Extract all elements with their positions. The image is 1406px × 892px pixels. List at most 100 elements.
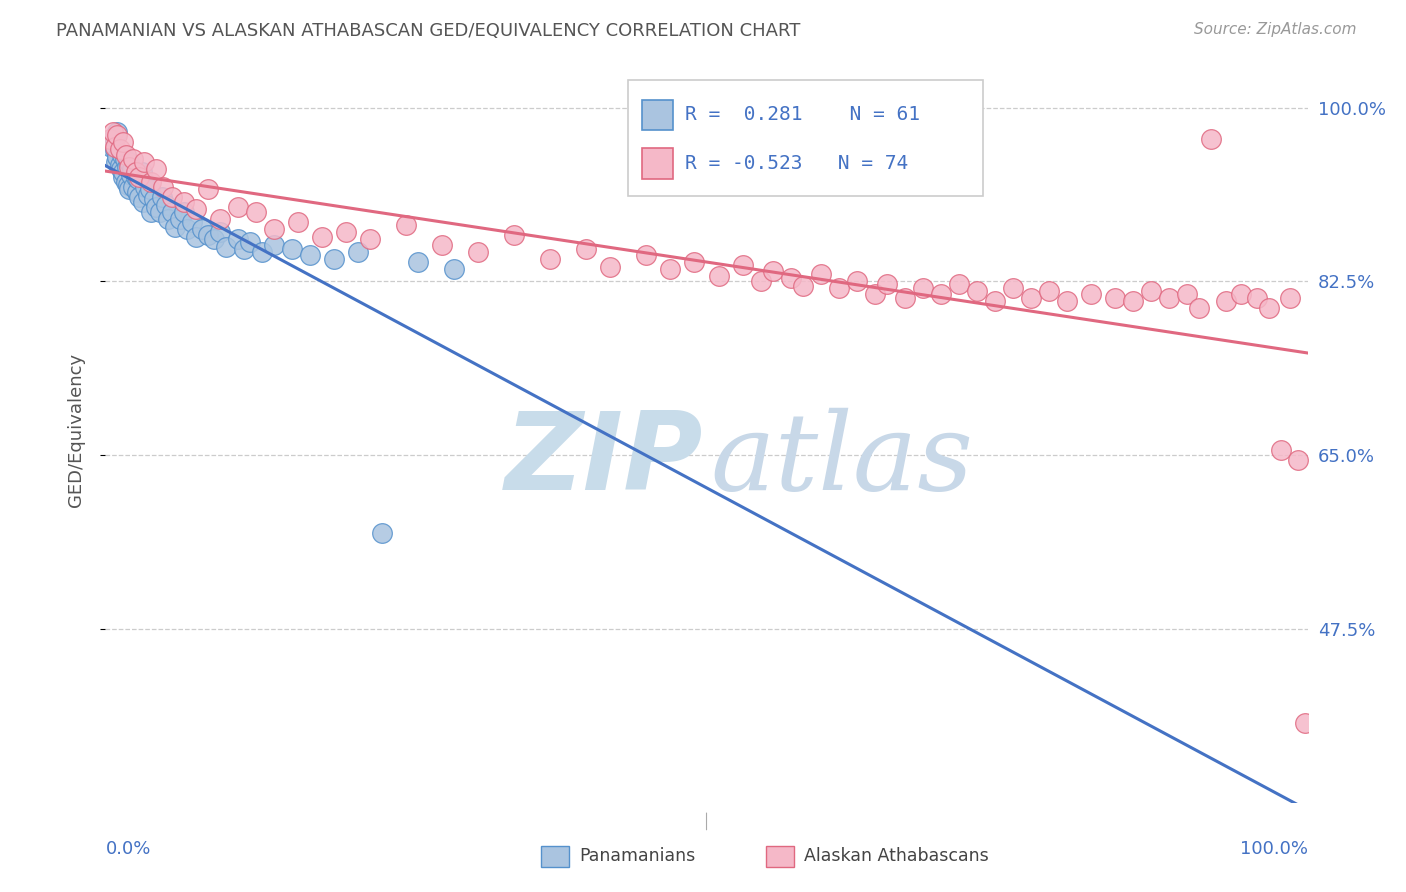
Point xyxy=(1188,301,1211,316)
Point xyxy=(731,258,754,272)
Point xyxy=(112,136,135,150)
Point xyxy=(226,232,249,246)
Point xyxy=(876,277,898,292)
Point xyxy=(1270,443,1292,458)
Point xyxy=(125,185,148,199)
Point xyxy=(281,242,304,256)
Point xyxy=(263,237,285,252)
Point xyxy=(122,180,145,194)
Point xyxy=(1080,287,1102,301)
Point xyxy=(984,294,1007,309)
Point xyxy=(1159,291,1181,305)
Point xyxy=(110,162,132,177)
Point xyxy=(863,287,886,301)
Point xyxy=(1246,291,1268,305)
Point xyxy=(112,170,135,185)
Point xyxy=(894,291,917,305)
Point xyxy=(467,244,489,259)
Point xyxy=(104,142,127,156)
Point xyxy=(120,168,142,182)
Point xyxy=(311,229,333,244)
Point xyxy=(406,254,429,268)
Point xyxy=(98,132,121,146)
Point xyxy=(779,271,801,285)
Point xyxy=(101,126,124,140)
Point xyxy=(115,175,138,189)
Point xyxy=(128,170,150,185)
Point xyxy=(335,225,357,239)
Point xyxy=(208,225,231,239)
Text: 0.0%: 0.0% xyxy=(105,840,150,858)
Point xyxy=(1294,716,1316,731)
Text: Source: ZipAtlas.com: Source: ZipAtlas.com xyxy=(1194,22,1357,37)
Point xyxy=(107,126,129,140)
Text: ZIP: ZIP xyxy=(505,407,703,513)
Point xyxy=(108,158,131,172)
Point xyxy=(749,275,772,289)
Point xyxy=(430,237,453,252)
Point xyxy=(575,242,598,256)
Point xyxy=(160,205,183,219)
Point xyxy=(173,194,195,209)
Point xyxy=(1215,294,1237,309)
Text: Panamanians: Panamanians xyxy=(579,847,696,865)
Point xyxy=(184,229,207,244)
Point xyxy=(155,198,177,212)
Point xyxy=(128,190,150,204)
Point xyxy=(395,218,418,232)
Point xyxy=(1201,132,1223,146)
Text: R = -0.523   N = 74: R = -0.523 N = 74 xyxy=(685,154,908,173)
Point xyxy=(232,242,254,256)
Point xyxy=(142,192,165,206)
Point xyxy=(659,261,682,276)
Point xyxy=(100,140,122,154)
Point xyxy=(127,172,149,186)
Point xyxy=(181,215,204,229)
Point xyxy=(1038,285,1060,299)
Point xyxy=(1278,291,1301,305)
Point xyxy=(112,165,135,179)
Point xyxy=(911,281,934,295)
Point xyxy=(1140,285,1163,299)
Point xyxy=(197,182,219,196)
Point xyxy=(148,205,170,219)
Point xyxy=(503,227,526,242)
Point xyxy=(118,155,141,169)
Point xyxy=(176,221,198,235)
Point xyxy=(1286,453,1309,467)
Point xyxy=(810,268,832,282)
Point xyxy=(150,190,173,204)
Point xyxy=(160,190,183,204)
Point xyxy=(145,162,167,177)
Point xyxy=(1175,287,1198,301)
Point xyxy=(118,160,141,174)
Point xyxy=(111,148,134,162)
Point xyxy=(538,252,561,266)
Point xyxy=(173,205,195,219)
Point xyxy=(1122,294,1144,309)
Text: PANAMANIAN VS ALASKAN ATHABASCAN GED/EQUIVALENCY CORRELATION CHART: PANAMANIAN VS ALASKAN ATHABASCAN GED/EQU… xyxy=(56,22,800,40)
Point xyxy=(152,180,174,194)
Point xyxy=(202,232,225,246)
Point xyxy=(1230,287,1253,301)
Point xyxy=(124,165,146,179)
Point xyxy=(115,160,138,174)
Point xyxy=(124,170,146,185)
Point xyxy=(929,287,952,301)
Point xyxy=(114,153,136,167)
Point xyxy=(105,155,128,169)
Point xyxy=(132,155,155,169)
Point xyxy=(966,285,988,299)
Point xyxy=(104,140,127,154)
Point xyxy=(208,211,231,226)
Text: atlas: atlas xyxy=(710,408,973,513)
Point xyxy=(139,205,162,219)
Point xyxy=(107,150,129,164)
Point xyxy=(245,205,267,219)
Point xyxy=(298,247,321,261)
Point xyxy=(118,182,141,196)
Point xyxy=(214,240,236,254)
Point xyxy=(115,148,138,162)
Point xyxy=(1258,301,1281,316)
Point xyxy=(100,136,122,150)
